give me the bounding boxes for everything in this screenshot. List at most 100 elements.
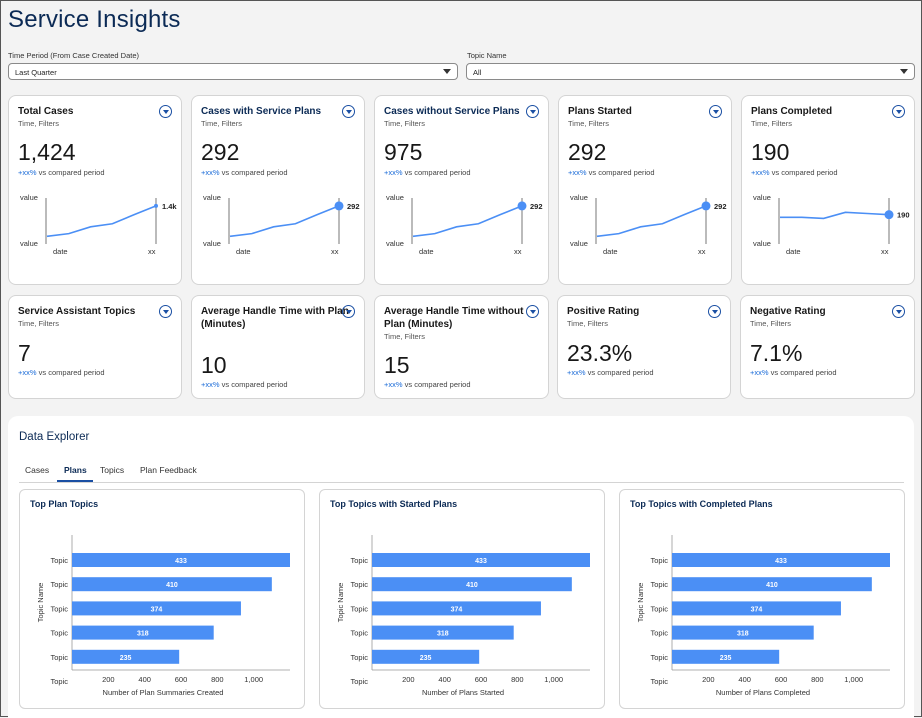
y-tick-label: Topic: [50, 629, 68, 638]
spark-line: [780, 211, 890, 220]
time-period-value: Last Quarter: [15, 68, 57, 77]
y-tick-label: Topic: [650, 604, 668, 613]
kpi-card-total-cases: Total Cases Time, Filters 1,424 +xx% vs …: [8, 95, 182, 285]
bar[interactable]: [672, 649, 780, 664]
bar[interactable]: [372, 577, 572, 592]
sparkline-chart: value value date xx 292: [203, 193, 360, 256]
x-axis-title: Number of Plan Summaries Created: [103, 688, 224, 697]
tab-topics[interactable]: Topics: [100, 465, 125, 475]
kpi-title[interactable]: Cases without Service Plans: [384, 106, 520, 117]
spark-x-left-label: date: [603, 247, 618, 256]
x-tick-label: 200: [102, 675, 115, 684]
dropdown-icon[interactable]: [342, 305, 355, 318]
tab-divider: [19, 482, 904, 483]
bar-value-label: 374: [751, 606, 763, 613]
chart-title: Top Topics with Started Plans: [330, 499, 458, 509]
dropdown-icon[interactable]: [526, 105, 539, 118]
bar-value-label: 410: [466, 582, 478, 589]
x-tick-label: 600: [775, 675, 788, 684]
x-tick-label: 800: [511, 675, 524, 684]
y-tick-label: Topic: [350, 556, 368, 565]
x-tick-label: 1,000: [544, 675, 563, 684]
bar[interactable]: [72, 649, 180, 664]
x-tick-label: 200: [402, 675, 415, 684]
y-tick-label: Topic: [350, 580, 368, 589]
bar-value-label: 235: [120, 655, 132, 662]
kpi-value: 292: [568, 139, 607, 165]
y-tick-label: Topic: [650, 580, 668, 589]
kpi-subtitle: Time, Filters: [18, 119, 59, 128]
bar[interactable]: [672, 577, 872, 592]
dropdown-icon[interactable]: [342, 105, 355, 118]
y-tick-label: Topic: [650, 653, 668, 662]
chart-card-completed-plans: Top Topics with Completed Plans Topic 433…: [619, 489, 905, 709]
dropdown-icon[interactable]: [892, 305, 905, 318]
y-tick-label: Topic: [350, 629, 368, 638]
kpi-title[interactable]: Cases with Service Plans: [201, 106, 322, 117]
kpi-subtitle: Time, Filters: [567, 319, 608, 328]
spark-last-label: 292: [347, 202, 360, 211]
spark-last-label: 292: [714, 202, 727, 211]
bar[interactable]: [372, 649, 480, 664]
spark-x-right-label: xx: [331, 247, 339, 256]
kpi-compare: +xx% vs compared period: [567, 368, 654, 377]
dropdown-icon[interactable]: [159, 305, 172, 318]
time-period-label: Time Period (From Case Created Date): [8, 51, 140, 60]
kpi-title: Average Handle Time with Plan (Minutes): [201, 306, 349, 330]
bar[interactable]: [72, 553, 290, 567]
kpi-value: 23.3%: [567, 340, 633, 366]
x-tick-label: 400: [438, 675, 451, 684]
y-tick-label: Topic: [350, 653, 368, 662]
dropdown-icon[interactable]: [159, 105, 172, 118]
dropdown-icon[interactable]: [709, 105, 722, 118]
time-period-select[interactable]: Last Quarter: [8, 63, 458, 80]
y-axis-title: Topic Name: [636, 583, 645, 623]
bar[interactable]: [372, 625, 514, 640]
bar-value-label: 433: [175, 558, 187, 565]
spark-x-left-label: date: [419, 247, 434, 256]
y-axis-title: Topic Name: [36, 583, 45, 623]
bar[interactable]: [672, 601, 841, 616]
sparkline-chart: value value date xx 190: [753, 193, 910, 256]
y-tick-label: Topic: [50, 653, 68, 662]
kpi-value: 292: [201, 139, 240, 165]
bar[interactable]: [72, 577, 272, 592]
active-tab-indicator: [57, 480, 93, 482]
bar[interactable]: [372, 553, 590, 567]
page-title: Service Insights: [8, 6, 181, 33]
kpi-card-assistant-topics: Service Assistant Topics Time, Filters 7…: [8, 295, 182, 399]
tab-cases[interactable]: Cases: [25, 465, 50, 475]
spark-x-left-label: date: [786, 247, 801, 256]
spark-y-bottom-label: value: [203, 239, 221, 248]
kpi-card-aht-with-plan: Average Handle Time with Plan (Minutes) …: [191, 295, 365, 399]
kpi-value: 190: [751, 139, 790, 165]
chart-card-started-plans: Top Topics with Started Plans Topic 433 To…: [319, 489, 605, 709]
tab-plan-feedback[interactable]: Plan Feedback: [140, 465, 197, 475]
kpi-compare: +xx% vs compared period: [751, 168, 838, 177]
spark-x-left-label: date: [236, 247, 251, 256]
dropdown-icon[interactable]: [526, 305, 539, 318]
kpi-subtitle: Time, Filters: [751, 119, 792, 128]
bar[interactable]: [72, 601, 241, 616]
y-tick-label: Topic: [650, 677, 668, 686]
kpi-card-negative-rating: Negative Rating Time, Filters 7.1% +xx% …: [740, 295, 915, 399]
spark-line: [596, 205, 707, 238]
topic-name-label: Topic Name: [467, 51, 507, 60]
bar-value-label: 318: [737, 631, 749, 638]
spark-x-right-label: xx: [514, 247, 522, 256]
bar[interactable]: [672, 625, 814, 640]
spark-x-right-label: xx: [148, 247, 156, 256]
spark-y-top-label: value: [386, 193, 404, 202]
bar[interactable]: [72, 625, 214, 640]
bar-chart: Topic 433 Topic 410 Topic 374 Topic 318 Topic 235…: [336, 535, 590, 697]
kpi-subtitle: Time, Filters: [750, 319, 791, 328]
dropdown-icon[interactable]: [708, 305, 721, 318]
topic-name-select[interactable]: All: [466, 63, 915, 80]
dropdown-icon[interactable]: [892, 105, 905, 118]
kpi-title: Total Cases: [18, 106, 74, 117]
tab-plans[interactable]: Plans: [64, 465, 87, 475]
kpi-compare: +xx% vs compared period: [750, 368, 837, 377]
bar[interactable]: [372, 601, 541, 616]
bar-chart: Topic 433 Topic 410 Topic 374 Topic 318 Topic 235…: [636, 535, 890, 697]
bar[interactable]: [672, 553, 890, 567]
